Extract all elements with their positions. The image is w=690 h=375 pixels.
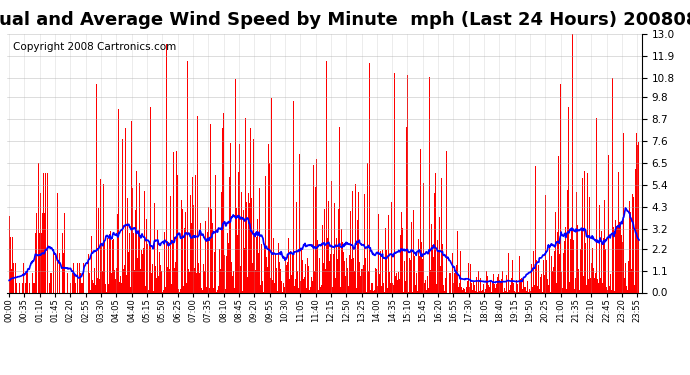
Text: Actual and Average Wind Speed by Minute  mph (Last 24 Hours) 20080825: Actual and Average Wind Speed by Minute …: [0, 11, 690, 29]
Text: Copyright 2008 Cartronics.com: Copyright 2008 Cartronics.com: [13, 42, 177, 51]
